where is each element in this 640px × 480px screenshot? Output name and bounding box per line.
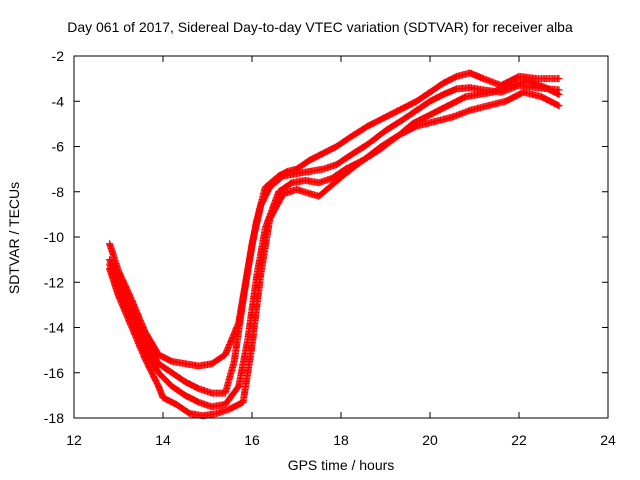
x-tick-label: 22 <box>511 432 527 448</box>
y-tick-label: -14 <box>44 320 64 336</box>
series-markers <box>106 88 563 420</box>
series-4 <box>106 88 563 420</box>
series-markers <box>106 81 563 397</box>
series-markers <box>106 77 563 411</box>
series-markers <box>106 69 563 370</box>
y-tick-label: -2 <box>52 48 65 64</box>
x-tick-label: 14 <box>155 432 171 448</box>
y-tick-label: -16 <box>44 365 64 381</box>
x-tick-label: 12 <box>66 432 82 448</box>
y-tick-label: -6 <box>52 139 65 155</box>
y-tick-label: -10 <box>44 229 64 245</box>
y-tick-label: -8 <box>52 184 65 200</box>
y-tick-label: -18 <box>44 410 64 426</box>
series-3 <box>106 77 563 411</box>
series-1 <box>106 69 563 370</box>
data-marks <box>106 69 563 420</box>
x-tick-label: 18 <box>333 432 349 448</box>
x-axis-label: GPS time / hours <box>287 457 395 473</box>
x-tick-label: 16 <box>244 432 260 448</box>
x-tick-label: 20 <box>422 432 438 448</box>
y-axis: -18 -16 -14 -12 -10 -8 -6 -4 -2 <box>44 48 608 426</box>
x-axis: 12 14 16 18 20 22 24 <box>66 56 616 448</box>
y-tick-label: -12 <box>44 274 64 290</box>
x-tick-label: 24 <box>600 432 616 448</box>
chart-title: Day 061 of 2017, Sidereal Day-to-day VTE… <box>67 19 573 35</box>
y-axis-label: SDTVAR / TECUs <box>6 181 22 295</box>
series-2 <box>106 81 563 397</box>
y-tick-label: -4 <box>52 93 65 109</box>
